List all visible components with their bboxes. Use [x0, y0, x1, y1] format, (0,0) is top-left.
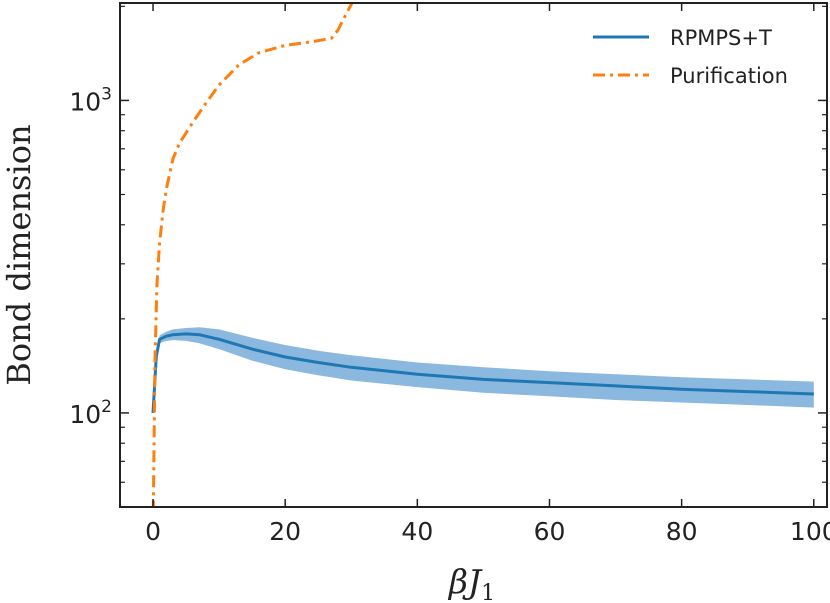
- x-axis-label: βJ1: [447, 562, 495, 603]
- x-tick-label: 40: [401, 517, 433, 546]
- series-1-line: [151, 3, 354, 507]
- axes-frame: [119, 2, 828, 508]
- y-axis-label: Bond dimension: [0, 124, 38, 385]
- plot-area: [151, 3, 814, 507]
- x-axis-label-symbol: J: [462, 562, 483, 601]
- axes: 0 20 40 60 80 100 102 103: [69, 2, 830, 546]
- x-axis-label-greek: β: [447, 562, 468, 601]
- x-tick-label: 0: [145, 517, 161, 546]
- series-0-uncertainty-band: [153, 327, 814, 413]
- x-tick-label: 20: [269, 517, 301, 546]
- x-tick-label: 100: [790, 517, 830, 546]
- x-tick-label: 60: [534, 517, 566, 546]
- x-tick-label: 80: [666, 517, 698, 546]
- y-tick-label: 103: [69, 84, 112, 116]
- x-axis-label-subscript: 1: [481, 581, 495, 603]
- y-tick-label: 102: [69, 397, 112, 429]
- series-0-line: [151, 332, 814, 413]
- legend-label-1: Purification: [670, 64, 788, 88]
- legend: RPMPS+T Purification: [593, 26, 788, 88]
- legend-label-0: RPMPS+T: [670, 26, 772, 50]
